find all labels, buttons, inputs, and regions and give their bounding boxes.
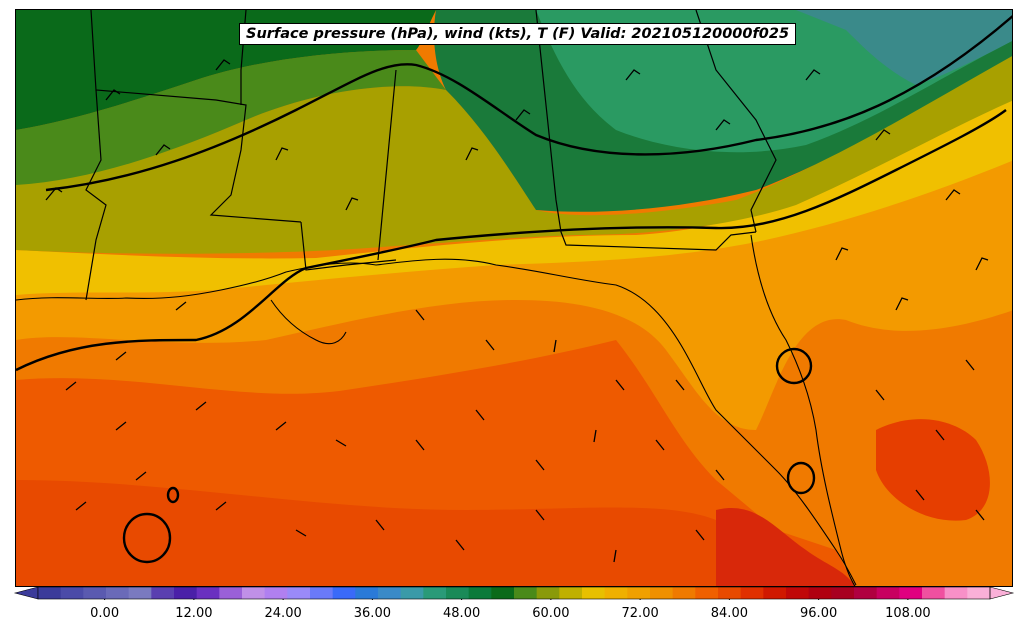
colorbar-segment bbox=[967, 587, 991, 599]
colorbar-segment bbox=[854, 587, 878, 599]
colorbar-segment bbox=[808, 587, 832, 599]
temp-band-red-southeast bbox=[716, 508, 855, 586]
temp-band-green bbox=[16, 50, 446, 185]
colorbar-segment bbox=[310, 587, 334, 599]
colorbar-segment bbox=[944, 587, 968, 599]
colorbar-segment bbox=[650, 587, 674, 599]
colorbar-segment bbox=[196, 587, 220, 599]
colorbar-segment bbox=[514, 587, 538, 599]
colorbar-segment bbox=[151, 587, 175, 599]
colorbar-segment bbox=[468, 587, 492, 599]
colorbar-segment bbox=[242, 587, 266, 599]
colorbar-tick-label: 96.00 bbox=[800, 606, 838, 621]
temp-band-hot-atlantic bbox=[876, 419, 990, 521]
colorbar-tick-label: 24.00 bbox=[264, 606, 302, 621]
colorbar-segment bbox=[582, 587, 606, 599]
colorbar-segment bbox=[219, 587, 243, 599]
colorbar-tick-label: 48.00 bbox=[443, 606, 481, 621]
colorbar-segment bbox=[332, 587, 356, 599]
wind-barbs bbox=[45, 59, 989, 563]
colorbar-tick-label: 12.00 bbox=[175, 606, 213, 621]
map-title: Surface pressure (hPa), wind (kts), T (F… bbox=[239, 23, 797, 45]
colorbar-extend-low bbox=[13, 586, 39, 600]
colorbar-segment bbox=[536, 587, 560, 599]
temp-band-light-orange bbox=[16, 150, 1012, 430]
isobars bbox=[16, 15, 1012, 564]
colorbar-segment bbox=[400, 587, 424, 599]
colorbar-segment bbox=[264, 587, 288, 599]
colorbar-tick-label: 72.00 bbox=[621, 606, 659, 621]
colorbar-tick-label: 36.00 bbox=[353, 606, 391, 621]
colorbar-extend-high bbox=[989, 586, 1015, 600]
colorbar-segment bbox=[922, 587, 946, 599]
colorbar-segment bbox=[287, 587, 311, 599]
colorbar-tick-label: 108.00 bbox=[885, 606, 931, 621]
colorbar-segment bbox=[378, 587, 402, 599]
colorbar-segment bbox=[128, 587, 152, 599]
colorbar-segment bbox=[446, 587, 470, 599]
colorbar-segment bbox=[786, 587, 810, 599]
colorbar-tick-label: 60.00 bbox=[532, 606, 570, 621]
temperature-colorbar bbox=[13, 586, 1015, 600]
colorbar-segment bbox=[718, 587, 742, 599]
temp-band-olive bbox=[16, 51, 1012, 254]
colorbar-segment bbox=[106, 587, 130, 599]
colorbar-segment bbox=[60, 587, 84, 599]
colorbar-tick-label: 84.00 bbox=[710, 606, 748, 621]
colorbar-segment bbox=[355, 587, 379, 599]
colorbar-segment bbox=[876, 587, 900, 599]
colorbar-segment bbox=[695, 587, 719, 599]
colorbar-outline bbox=[37, 586, 991, 600]
colorbar-segment bbox=[423, 587, 447, 599]
colorbar-segment bbox=[83, 587, 107, 599]
coastline bbox=[16, 234, 857, 586]
colorbar-segment bbox=[174, 587, 198, 599]
weather-map: Surface pressure (hPa), wind (kts), T (F… bbox=[15, 9, 1013, 587]
temp-band-hot-south bbox=[16, 480, 775, 586]
colorbar-segment bbox=[763, 587, 787, 599]
colorbar-segment bbox=[740, 587, 764, 599]
colorbar-tick-label: 0.00 bbox=[90, 606, 120, 621]
colorbar-segment bbox=[559, 587, 583, 599]
colorbar-segment bbox=[38, 587, 62, 599]
colorbar-segment bbox=[491, 587, 515, 599]
map-canvas bbox=[16, 10, 1012, 586]
temp-band-teal bbox=[796, 10, 1012, 85]
colorbar-segment bbox=[831, 587, 855, 599]
colorbar-segment bbox=[899, 587, 923, 599]
colorbar-segment bbox=[672, 587, 696, 599]
colorbar-segment bbox=[604, 587, 628, 599]
colorbar-segment bbox=[627, 587, 651, 599]
